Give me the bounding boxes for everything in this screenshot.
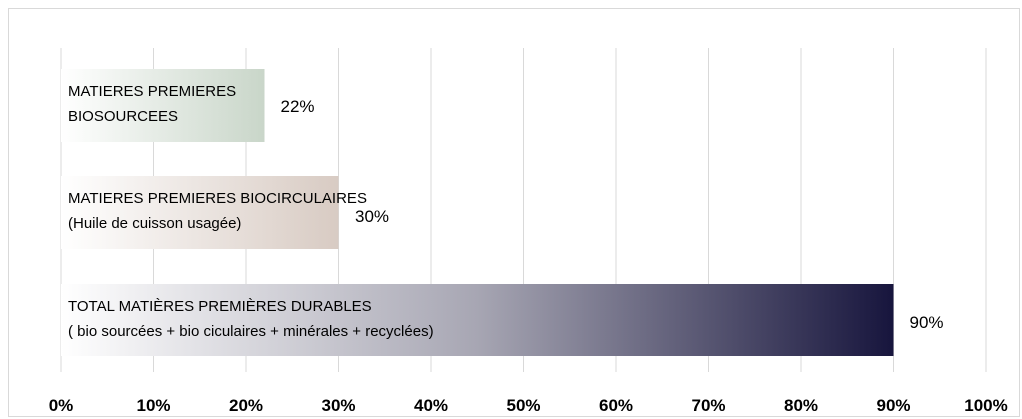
bar-label: MATIERES PREMIERES BIOCIRCULAIRES <box>68 190 367 207</box>
bar-value-label: 30% <box>355 207 389 226</box>
x-tick-label: 90% <box>876 396 910 415</box>
x-tick-label: 10% <box>136 396 170 415</box>
x-tick-label: 0% <box>49 396 74 415</box>
x-tick-label: 30% <box>321 396 355 415</box>
bar-label: ( bio sourcées + bio ciculaires + minéra… <box>68 323 434 340</box>
bar <box>61 176 339 249</box>
bar <box>61 69 265 142</box>
x-tick-label: 40% <box>414 396 448 415</box>
bars: MATIERES PREMIERES BIOSOURCEES 22% MATIERES… <box>61 69 944 356</box>
bar-label: MATIERES PREMIERES <box>68 83 236 100</box>
bar-value-label: 90% <box>910 313 944 332</box>
x-axis-ticks: 0% 10% 20% 30% 40% 50% 60% 70% 80% 90% 100% <box>49 396 1008 415</box>
bar-value-label: 22% <box>281 97 315 116</box>
x-tick-label: 50% <box>506 396 540 415</box>
x-tick-label: 70% <box>691 396 725 415</box>
bar-label: TOTAL MATIÈRES PREMIÈRES DURABLES <box>68 298 372 315</box>
x-tick-label: 80% <box>784 396 818 415</box>
bar-label: BIOSOURCEES <box>68 108 178 125</box>
bar-label: (Huile de cuisson usagée) <box>68 215 241 232</box>
bar <box>61 284 894 356</box>
x-tick-label: 20% <box>229 396 263 415</box>
x-tick-label: 60% <box>599 396 633 415</box>
x-tick-label: 100% <box>964 396 1007 415</box>
chart-frame <box>8 8 1020 417</box>
